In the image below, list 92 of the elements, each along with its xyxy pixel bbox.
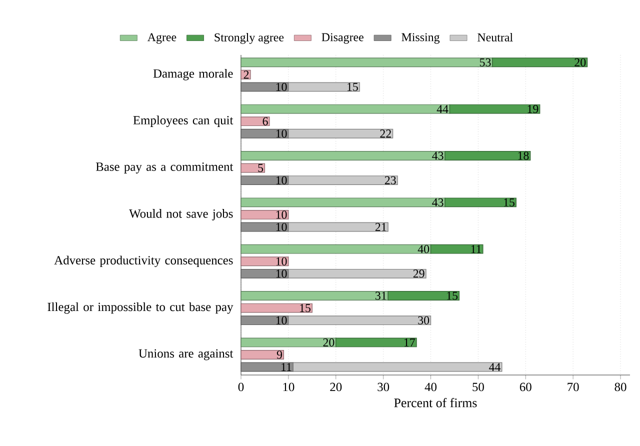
x-tick-label: 20 xyxy=(330,382,342,392)
data-label: 53 xyxy=(480,58,491,66)
data-label: 43 xyxy=(432,152,444,160)
data-label: 17 xyxy=(404,338,415,346)
data-label: 11 xyxy=(471,245,482,254)
bar xyxy=(388,291,460,300)
x-tick-label: 70 xyxy=(568,382,579,392)
bar xyxy=(240,222,289,232)
bar xyxy=(240,116,270,126)
bar xyxy=(240,151,446,160)
bar xyxy=(240,176,289,186)
bar xyxy=(240,268,289,278)
bar xyxy=(336,338,417,348)
bar xyxy=(240,244,432,254)
data-label: 20 xyxy=(323,338,334,346)
bar xyxy=(444,151,531,160)
legend-label: Neutral xyxy=(478,33,513,42)
data-label: 10 xyxy=(276,222,287,232)
data-label: 21 xyxy=(375,223,386,231)
data-label: 40 xyxy=(418,245,430,254)
x-tick-label: 0 xyxy=(238,382,244,392)
bar xyxy=(444,198,516,208)
bar xyxy=(292,362,502,372)
data-label: 10 xyxy=(276,130,287,138)
legend-label: Agree xyxy=(147,33,176,44)
bar xyxy=(288,128,394,138)
data-label: 29 xyxy=(413,270,424,278)
bar xyxy=(240,70,251,80)
data-label: 15 xyxy=(347,82,358,91)
legend-label: Missing xyxy=(402,33,440,44)
bar xyxy=(240,362,294,372)
bar xyxy=(240,58,493,68)
bar xyxy=(240,198,446,208)
y-tick-label: Employees can quit xyxy=(133,116,234,127)
y-tick-label: Illegal or impossible to cut base pay xyxy=(48,302,234,314)
legend-label: Strongly agree xyxy=(214,33,284,44)
data-label: 20 xyxy=(574,58,586,66)
y-tick-label: Unions are against xyxy=(138,349,234,360)
y-tick-label: Adverse productivity consequences xyxy=(54,256,233,268)
bar xyxy=(288,222,388,232)
data-label: 10 xyxy=(276,270,287,278)
data-label: 22 xyxy=(380,130,391,138)
y-tick-label: Base pay as a commitment xyxy=(96,162,234,174)
bar xyxy=(288,176,398,186)
x-tick-label: 50 xyxy=(472,382,484,392)
bar xyxy=(240,82,289,92)
x-tick-label: 30 xyxy=(378,382,390,392)
bar xyxy=(240,128,289,138)
bar xyxy=(240,338,336,348)
data-label: 30 xyxy=(418,316,430,324)
data-label: 5 xyxy=(258,164,264,172)
legend-label: Disagree xyxy=(322,33,364,44)
y-tick-label: Damage morale xyxy=(153,68,233,80)
x-tick-label: 40 xyxy=(424,382,437,392)
data-label: 10 xyxy=(276,316,287,324)
bar xyxy=(240,316,289,326)
y-tick-label: Would not save jobs xyxy=(129,209,233,220)
data-label: 11 xyxy=(282,363,292,371)
data-label: 6 xyxy=(262,117,268,126)
bar xyxy=(240,291,388,300)
data-label: 10 xyxy=(276,176,287,184)
bar xyxy=(240,256,289,266)
bar xyxy=(240,104,450,114)
data-label: 2 xyxy=(244,70,249,79)
data-label: 15 xyxy=(300,304,310,312)
data-label: 10 xyxy=(276,257,287,266)
bar xyxy=(288,268,426,278)
bar xyxy=(240,350,284,360)
bar xyxy=(288,316,432,326)
x-axis-title: Percent of firms xyxy=(394,398,477,408)
bar xyxy=(449,104,540,114)
x-tick-label: 10 xyxy=(283,382,294,392)
bar xyxy=(240,303,312,313)
bar xyxy=(430,244,484,254)
x-tick-label: 80 xyxy=(614,382,626,392)
data-label: 31 xyxy=(375,292,386,300)
bar xyxy=(240,163,266,173)
data-label: 10 xyxy=(276,210,287,219)
data-label: 10 xyxy=(276,82,287,91)
data-label: 15 xyxy=(447,292,458,300)
data-label: 15 xyxy=(504,198,514,206)
x-tick-label: 60 xyxy=(520,382,532,392)
data-label: 18 xyxy=(518,152,529,160)
data-label: 9 xyxy=(276,350,282,359)
data-label: 43 xyxy=(432,198,444,206)
bar xyxy=(240,210,289,220)
bar xyxy=(288,82,360,92)
data-label: 23 xyxy=(384,176,396,184)
bar xyxy=(492,58,588,68)
data-label: 19 xyxy=(528,105,538,114)
data-label: 44 xyxy=(436,105,448,113)
data-label: 44 xyxy=(489,363,501,371)
